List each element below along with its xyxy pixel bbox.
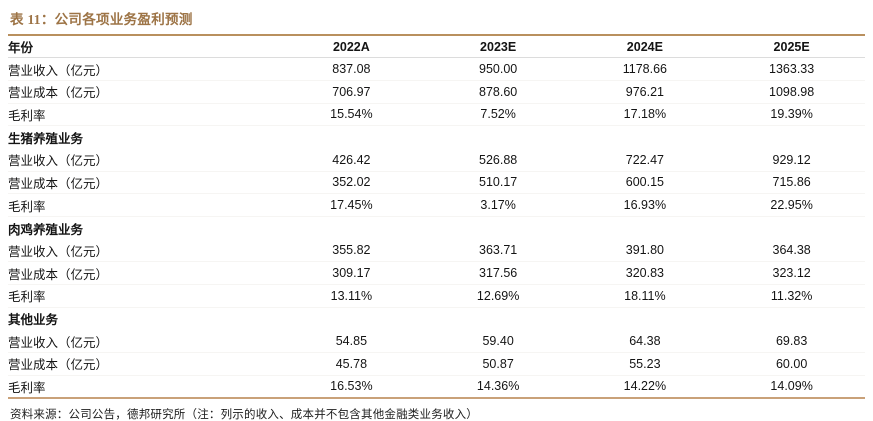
cell-value: 11.32% xyxy=(770,288,813,303)
row-label: 营业成本（亿元） xyxy=(8,86,109,101)
row-label: 营业收入（亿元） xyxy=(8,154,109,169)
cell-value: 929.12 xyxy=(772,152,811,167)
row-label: 营业成本（亿元） xyxy=(8,358,109,373)
table-title: 表 11：公司各项业务盈利预测 xyxy=(10,12,193,27)
cell-value: 19.39% xyxy=(770,107,813,122)
table-row: 营业成本（亿元） 706.97 878.60 976.21 1098.98 xyxy=(8,80,865,104)
table-row: 营业收入（亿元） 54.85 59.40 64.38 69.83 xyxy=(8,330,865,353)
header-year-label: 年份 xyxy=(8,41,34,56)
cell-value: 320.83 xyxy=(625,266,664,281)
cell-value: 391.80 xyxy=(625,243,664,258)
table-row: 毛利率 16.53% 14.36% 14.22% 14.09% xyxy=(8,375,865,398)
cell-value: 950.00 xyxy=(479,62,518,77)
section-row-broiler-farming: 肉鸡养殖业务 xyxy=(8,217,865,240)
table-header-row: 年份 2022A 2023E 2024E 2025E xyxy=(8,35,865,58)
cell-value: 18.11% xyxy=(624,288,666,303)
row-label: 毛利率 xyxy=(8,380,46,395)
row-label: 营业收入（亿元） xyxy=(8,63,109,78)
cell-value: 510.17 xyxy=(479,175,518,190)
header-2024e: 2024E xyxy=(626,39,663,54)
cell-value: 323.12 xyxy=(772,266,811,281)
row-label: 营业收入（亿元） xyxy=(8,335,109,350)
row-label: 毛利率 xyxy=(8,199,46,214)
table-row: 营业收入（亿元） 837.08 950.00 1178.66 1363.33 xyxy=(8,58,865,81)
cell-value: 837.08 xyxy=(332,62,371,77)
cell-value: 722.47 xyxy=(625,152,664,167)
table-row: 营业收入（亿元） 355.82 363.71 391.80 364.38 xyxy=(8,239,865,262)
cell-value: 600.15 xyxy=(625,175,664,190)
table-row: 营业成本（亿元） 45.78 50.87 55.23 60.00 xyxy=(8,353,865,376)
profit-forecast-table: 年份 2022A 2023E 2024E 2025E 营业收入（亿元） 837.… xyxy=(8,34,865,399)
cell-value: 64.38 xyxy=(629,334,661,349)
row-label: 毛利率 xyxy=(8,290,46,305)
cell-value: 352.02 xyxy=(332,175,371,190)
cell-value: 22.95% xyxy=(770,198,813,213)
cell-value: 878.60 xyxy=(479,84,518,99)
row-label: 营业成本（亿元） xyxy=(8,176,109,191)
cell-value: 317.56 xyxy=(479,266,518,281)
table-row: 毛利率 17.45% 3.17% 16.93% 22.95% xyxy=(8,194,865,217)
cell-value: 16.93% xyxy=(623,198,667,213)
cell-value: 16.53% xyxy=(330,379,373,394)
row-label: 毛利率 xyxy=(8,108,46,123)
cell-value: 12.69% xyxy=(476,288,520,303)
table-row: 毛利率 15.54% 7.52% 17.18% 19.39% xyxy=(8,103,865,126)
cell-value: 14.09% xyxy=(770,379,813,394)
table-row: 营业收入（亿元） 426.42 526.88 722.47 929.12 xyxy=(8,148,865,172)
cell-value: 363.71 xyxy=(479,243,518,258)
cell-value: 1178.66 xyxy=(622,62,667,77)
section-row-other-business: 其他业务 xyxy=(8,307,865,330)
section-row-pig-farming: 生猪养殖业务 xyxy=(8,126,865,149)
cell-value: 3.17% xyxy=(480,198,516,213)
cell-value: 426.42 xyxy=(332,152,371,167)
cell-value: 13.11% xyxy=(330,288,373,303)
cell-value: 50.87 xyxy=(482,356,514,371)
cell-value: 309.17 xyxy=(332,266,371,281)
section-label: 其他业务 xyxy=(8,313,59,328)
cell-value: 364.38 xyxy=(772,243,811,258)
cell-value: 15.54% xyxy=(330,107,373,122)
cell-value: 69.83 xyxy=(775,334,808,349)
cell-value: 976.21 xyxy=(625,84,664,99)
cell-value: 1098.98 xyxy=(769,84,815,99)
cell-value: 55.23 xyxy=(629,356,661,371)
table-row: 营业成本（亿元） 309.17 317.56 320.83 323.12 xyxy=(8,262,865,285)
cell-value: 45.78 xyxy=(335,356,368,371)
cell-value: 1363.33 xyxy=(769,62,815,77)
section-label: 生猪养殖业务 xyxy=(8,131,84,146)
cell-value: 526.88 xyxy=(479,152,518,167)
cell-value: 706.97 xyxy=(332,84,371,99)
table-row: 毛利率 13.11% 12.69% 18.11% 11.32% xyxy=(8,285,865,308)
cell-value: 355.82 xyxy=(332,243,371,258)
cell-value: 54.85 xyxy=(335,334,368,349)
section-label: 肉鸡养殖业务 xyxy=(8,222,84,237)
cell-value: 14.22% xyxy=(623,379,667,394)
header-2025e: 2025E xyxy=(773,39,810,54)
row-label: 营业收入（亿元） xyxy=(8,244,109,259)
row-label: 营业成本（亿元） xyxy=(8,267,109,282)
cell-value: 7.52% xyxy=(480,107,516,122)
table-row: 营业成本（亿元） 352.02 510.17 600.15 715.86 xyxy=(8,171,865,194)
cell-value: 17.45% xyxy=(330,198,373,213)
cell-value: 715.86 xyxy=(772,175,811,190)
cell-value: 17.18% xyxy=(623,107,667,122)
cell-value: 59.40 xyxy=(482,334,514,349)
cell-value: 60.00 xyxy=(775,356,808,371)
header-2023e: 2023E xyxy=(480,39,517,54)
cell-value: 14.36% xyxy=(476,379,520,394)
source-note: 资料来源：公司公告，德邦研究所（注：列示的收入、成本并不包含其他金融类业务收入） xyxy=(10,409,478,421)
header-2022a: 2022A xyxy=(332,39,370,54)
